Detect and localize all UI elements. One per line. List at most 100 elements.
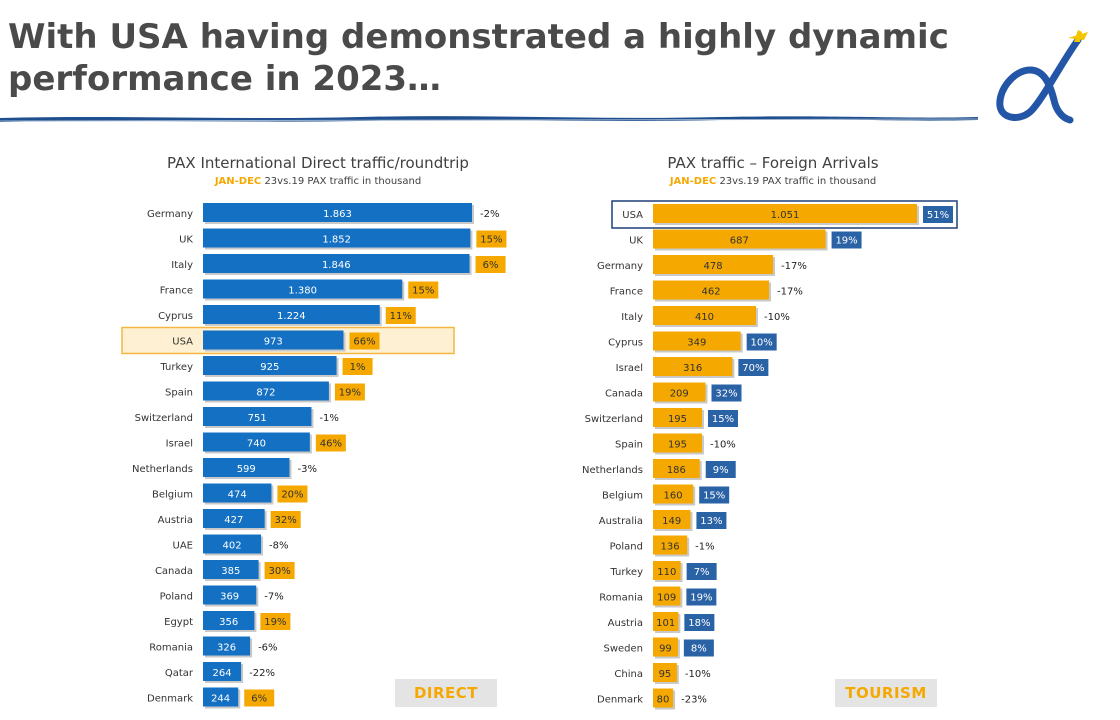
change-label: -23% bbox=[681, 695, 707, 706]
value-label: 149 bbox=[662, 516, 681, 527]
bar bbox=[203, 432, 310, 452]
change-box bbox=[686, 588, 717, 606]
category-label: UAE bbox=[173, 541, 193, 552]
category-label: USA bbox=[622, 210, 643, 221]
change-label: 8% bbox=[691, 644, 707, 655]
category-label: Spain bbox=[165, 388, 193, 399]
change-box bbox=[260, 613, 291, 630]
category-label: Denmark bbox=[147, 694, 193, 705]
bar bbox=[203, 228, 471, 248]
category-label: Poland bbox=[160, 592, 193, 603]
bar bbox=[203, 356, 337, 375]
change-label: 66% bbox=[353, 337, 375, 348]
change-label: 15% bbox=[712, 414, 734, 425]
value-label: 1.380 bbox=[288, 286, 317, 297]
category-label: Turkey bbox=[159, 362, 193, 373]
value-label: 110 bbox=[657, 567, 676, 578]
bar bbox=[653, 561, 681, 580]
change-label: -2% bbox=[480, 209, 499, 220]
change-label: 6% bbox=[251, 694, 267, 705]
category-label: Qatar bbox=[165, 668, 194, 679]
change-label: 70% bbox=[742, 363, 764, 374]
change-box bbox=[277, 485, 308, 503]
category-label: Turkey bbox=[609, 567, 643, 578]
value-label: 474 bbox=[228, 490, 247, 501]
change-label: -10% bbox=[685, 669, 711, 680]
value-label: 369 bbox=[220, 592, 239, 603]
bar bbox=[203, 305, 380, 324]
bar bbox=[653, 535, 688, 555]
change-label: -1% bbox=[319, 413, 338, 424]
change-box bbox=[683, 639, 714, 657]
change-box bbox=[342, 358, 373, 375]
change-box bbox=[711, 384, 742, 402]
change-label: 19% bbox=[690, 593, 712, 604]
bar bbox=[203, 330, 344, 350]
value-label: 95 bbox=[659, 669, 672, 680]
value-label: 244 bbox=[211, 694, 230, 705]
change-box bbox=[270, 511, 301, 528]
value-label: 1.051 bbox=[771, 210, 800, 221]
change-label: 1% bbox=[350, 362, 366, 373]
value-label: 402 bbox=[222, 541, 241, 552]
value-label: 80 bbox=[657, 695, 670, 706]
bar bbox=[203, 381, 329, 401]
bar bbox=[203, 534, 262, 554]
bar bbox=[203, 203, 472, 222]
bar bbox=[653, 255, 774, 274]
chart-title: PAX traffic – Foreign Arrivals bbox=[667, 154, 878, 172]
change-label: 32% bbox=[715, 389, 737, 400]
value-label: 599 bbox=[237, 464, 256, 475]
change-box bbox=[923, 206, 953, 223]
bar bbox=[653, 280, 770, 300]
bar bbox=[653, 408, 702, 427]
chart-direct-traffic: PAX International Direct traffic/roundtr… bbox=[121, 154, 507, 709]
bar bbox=[653, 612, 679, 631]
bar bbox=[203, 611, 255, 630]
value-label: 462 bbox=[701, 287, 720, 298]
value-label: 109 bbox=[657, 593, 676, 604]
bar bbox=[203, 687, 239, 707]
value-label: 687 bbox=[730, 236, 749, 247]
category-label: Israel bbox=[616, 363, 643, 374]
category-label: China bbox=[614, 669, 643, 680]
subtitle-period: JAN-DEC bbox=[214, 176, 261, 187]
chart-foreign-arrivals: PAX traffic – Foreign Arrivals JAN-DEC 23… bbox=[582, 154, 958, 710]
change-box bbox=[699, 486, 730, 504]
value-label: 872 bbox=[256, 388, 275, 399]
category-label: Canada bbox=[155, 566, 193, 577]
alpha-logo bbox=[996, 30, 1088, 124]
category-label: Romania bbox=[149, 643, 193, 654]
value-label: 101 bbox=[656, 618, 675, 629]
bar bbox=[653, 663, 677, 682]
change-label: -1% bbox=[695, 542, 714, 553]
highlight-row-box bbox=[611, 200, 958, 229]
value-label: 195 bbox=[668, 440, 687, 451]
category-label: Poland bbox=[610, 542, 643, 553]
category-label: UK bbox=[629, 236, 643, 247]
bar bbox=[653, 433, 702, 453]
change-label: 15% bbox=[703, 491, 725, 502]
category-label: Belgium bbox=[152, 490, 193, 501]
bar bbox=[653, 204, 917, 223]
category-label: USA bbox=[172, 337, 193, 348]
change-label: 46% bbox=[320, 439, 342, 450]
category-label: Switzerland bbox=[135, 413, 193, 424]
change-label: -6% bbox=[258, 643, 277, 654]
bar bbox=[203, 458, 290, 477]
value-label: 751 bbox=[248, 413, 267, 424]
change-label: 7% bbox=[694, 567, 710, 578]
category-label: Italy bbox=[621, 312, 643, 323]
bar bbox=[203, 483, 272, 503]
value-label: 349 bbox=[687, 338, 706, 349]
category-label: Canada bbox=[605, 389, 643, 400]
bar bbox=[653, 229, 826, 249]
value-label: 316 bbox=[683, 363, 702, 374]
value-label: 385 bbox=[221, 566, 240, 577]
category-label: Switzerland bbox=[585, 414, 643, 425]
change-label: 15% bbox=[480, 235, 502, 246]
value-label: 136 bbox=[661, 542, 680, 553]
change-label: 19% bbox=[835, 236, 857, 247]
change-box bbox=[315, 434, 346, 452]
change-box bbox=[475, 256, 506, 273]
